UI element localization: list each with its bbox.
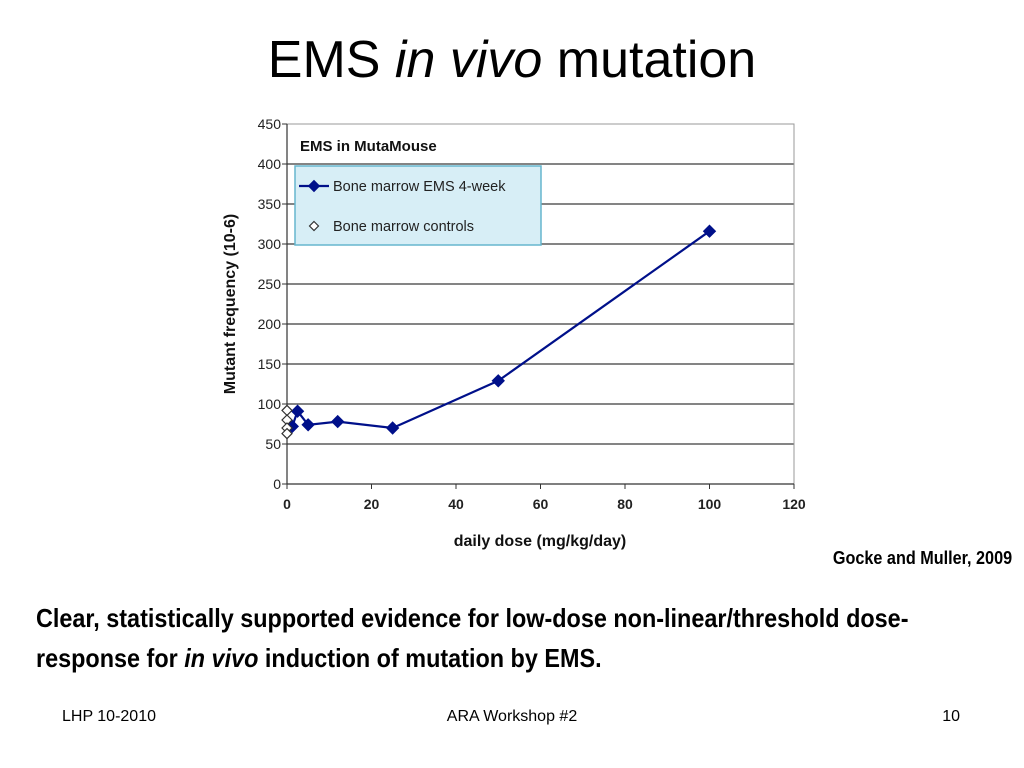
legend-marker-filled [307, 179, 321, 193]
chart-title: EMS in MutaMouse [300, 138, 437, 155]
title-italic: in vivo [394, 31, 543, 89]
data-point-control [281, 404, 293, 417]
citation: Gocke and Muller, 2009 [832, 548, 1012, 568]
data-point-control [281, 427, 293, 440]
x-tick-label: 100 [698, 496, 722, 512]
x-axis-label: daily dose (mg/kg/day) [454, 533, 626, 550]
y-tick-label: 200 [258, 316, 282, 332]
legend-label: Bone marrow EMS 4-week [333, 179, 506, 195]
axes: 0 50 100 150 200 250 300 350 400 450 0 20 40 60 80 100 1… [258, 116, 806, 512]
footer-center: ARA Workshop #2 [446, 708, 578, 725]
chart: 0 50 100 150 200 250 300 350 400 450 0 20 40 60 80 100 1… [222, 116, 806, 550]
data-point-ems [330, 414, 345, 429]
x-tick-label: 60 [533, 496, 549, 512]
y-axis-label: Mutant frequency (10-6) [222, 214, 239, 394]
y-tick-label: 400 [258, 156, 282, 172]
data-point-ems [491, 374, 505, 388]
conclusion-part2: induction of mutation by EMS. [264, 643, 602, 673]
x-tick-label: 120 [782, 496, 806, 512]
slide-title: EMS in vivo mutation [0, 28, 1024, 92]
y-tick-label: 450 [258, 116, 282, 132]
data-point-ems [290, 404, 305, 418]
footer-left: LHP 10-2010 [62, 708, 156, 725]
conclusion-italic: in vivo [184, 643, 259, 673]
legend-box [294, 165, 542, 246]
chart-legend: Bone marrow EMS 4-week Bone marrow contro… [294, 165, 542, 246]
footer-right: 10 [942, 708, 960, 725]
x-tick-label: 40 [448, 496, 464, 512]
y-tick-label: 300 [258, 236, 282, 252]
x-tick-label: 80 [617, 496, 633, 512]
conclusion-part1: Clear, statistically supported evidence … [36, 603, 909, 673]
y-tick-label: 350 [258, 196, 282, 212]
conclusion-text: Clear, statistically supported evidence … [36, 598, 918, 678]
x-tick-label: 20 [364, 496, 380, 512]
legend-label: Bone marrow controls [333, 219, 474, 235]
legend-marker-open [308, 220, 320, 232]
y-tick-label: 100 [258, 396, 282, 412]
x-tick-label: 0 [283, 496, 291, 512]
y-tick-label: 0 [273, 476, 281, 492]
y-tick-label: 250 [258, 276, 282, 292]
gridlines [287, 163, 794, 445]
y-tick-label: 150 [258, 356, 282, 372]
title-part1: EMS [267, 31, 381, 89]
data-point-ems [385, 421, 400, 435]
data-point-ems [301, 418, 315, 432]
series-line [291, 230, 711, 430]
series [281, 224, 717, 440]
title-part2: mutation [556, 31, 757, 89]
y-tick-label: 50 [265, 436, 281, 452]
data-point-ems [702, 224, 717, 238]
